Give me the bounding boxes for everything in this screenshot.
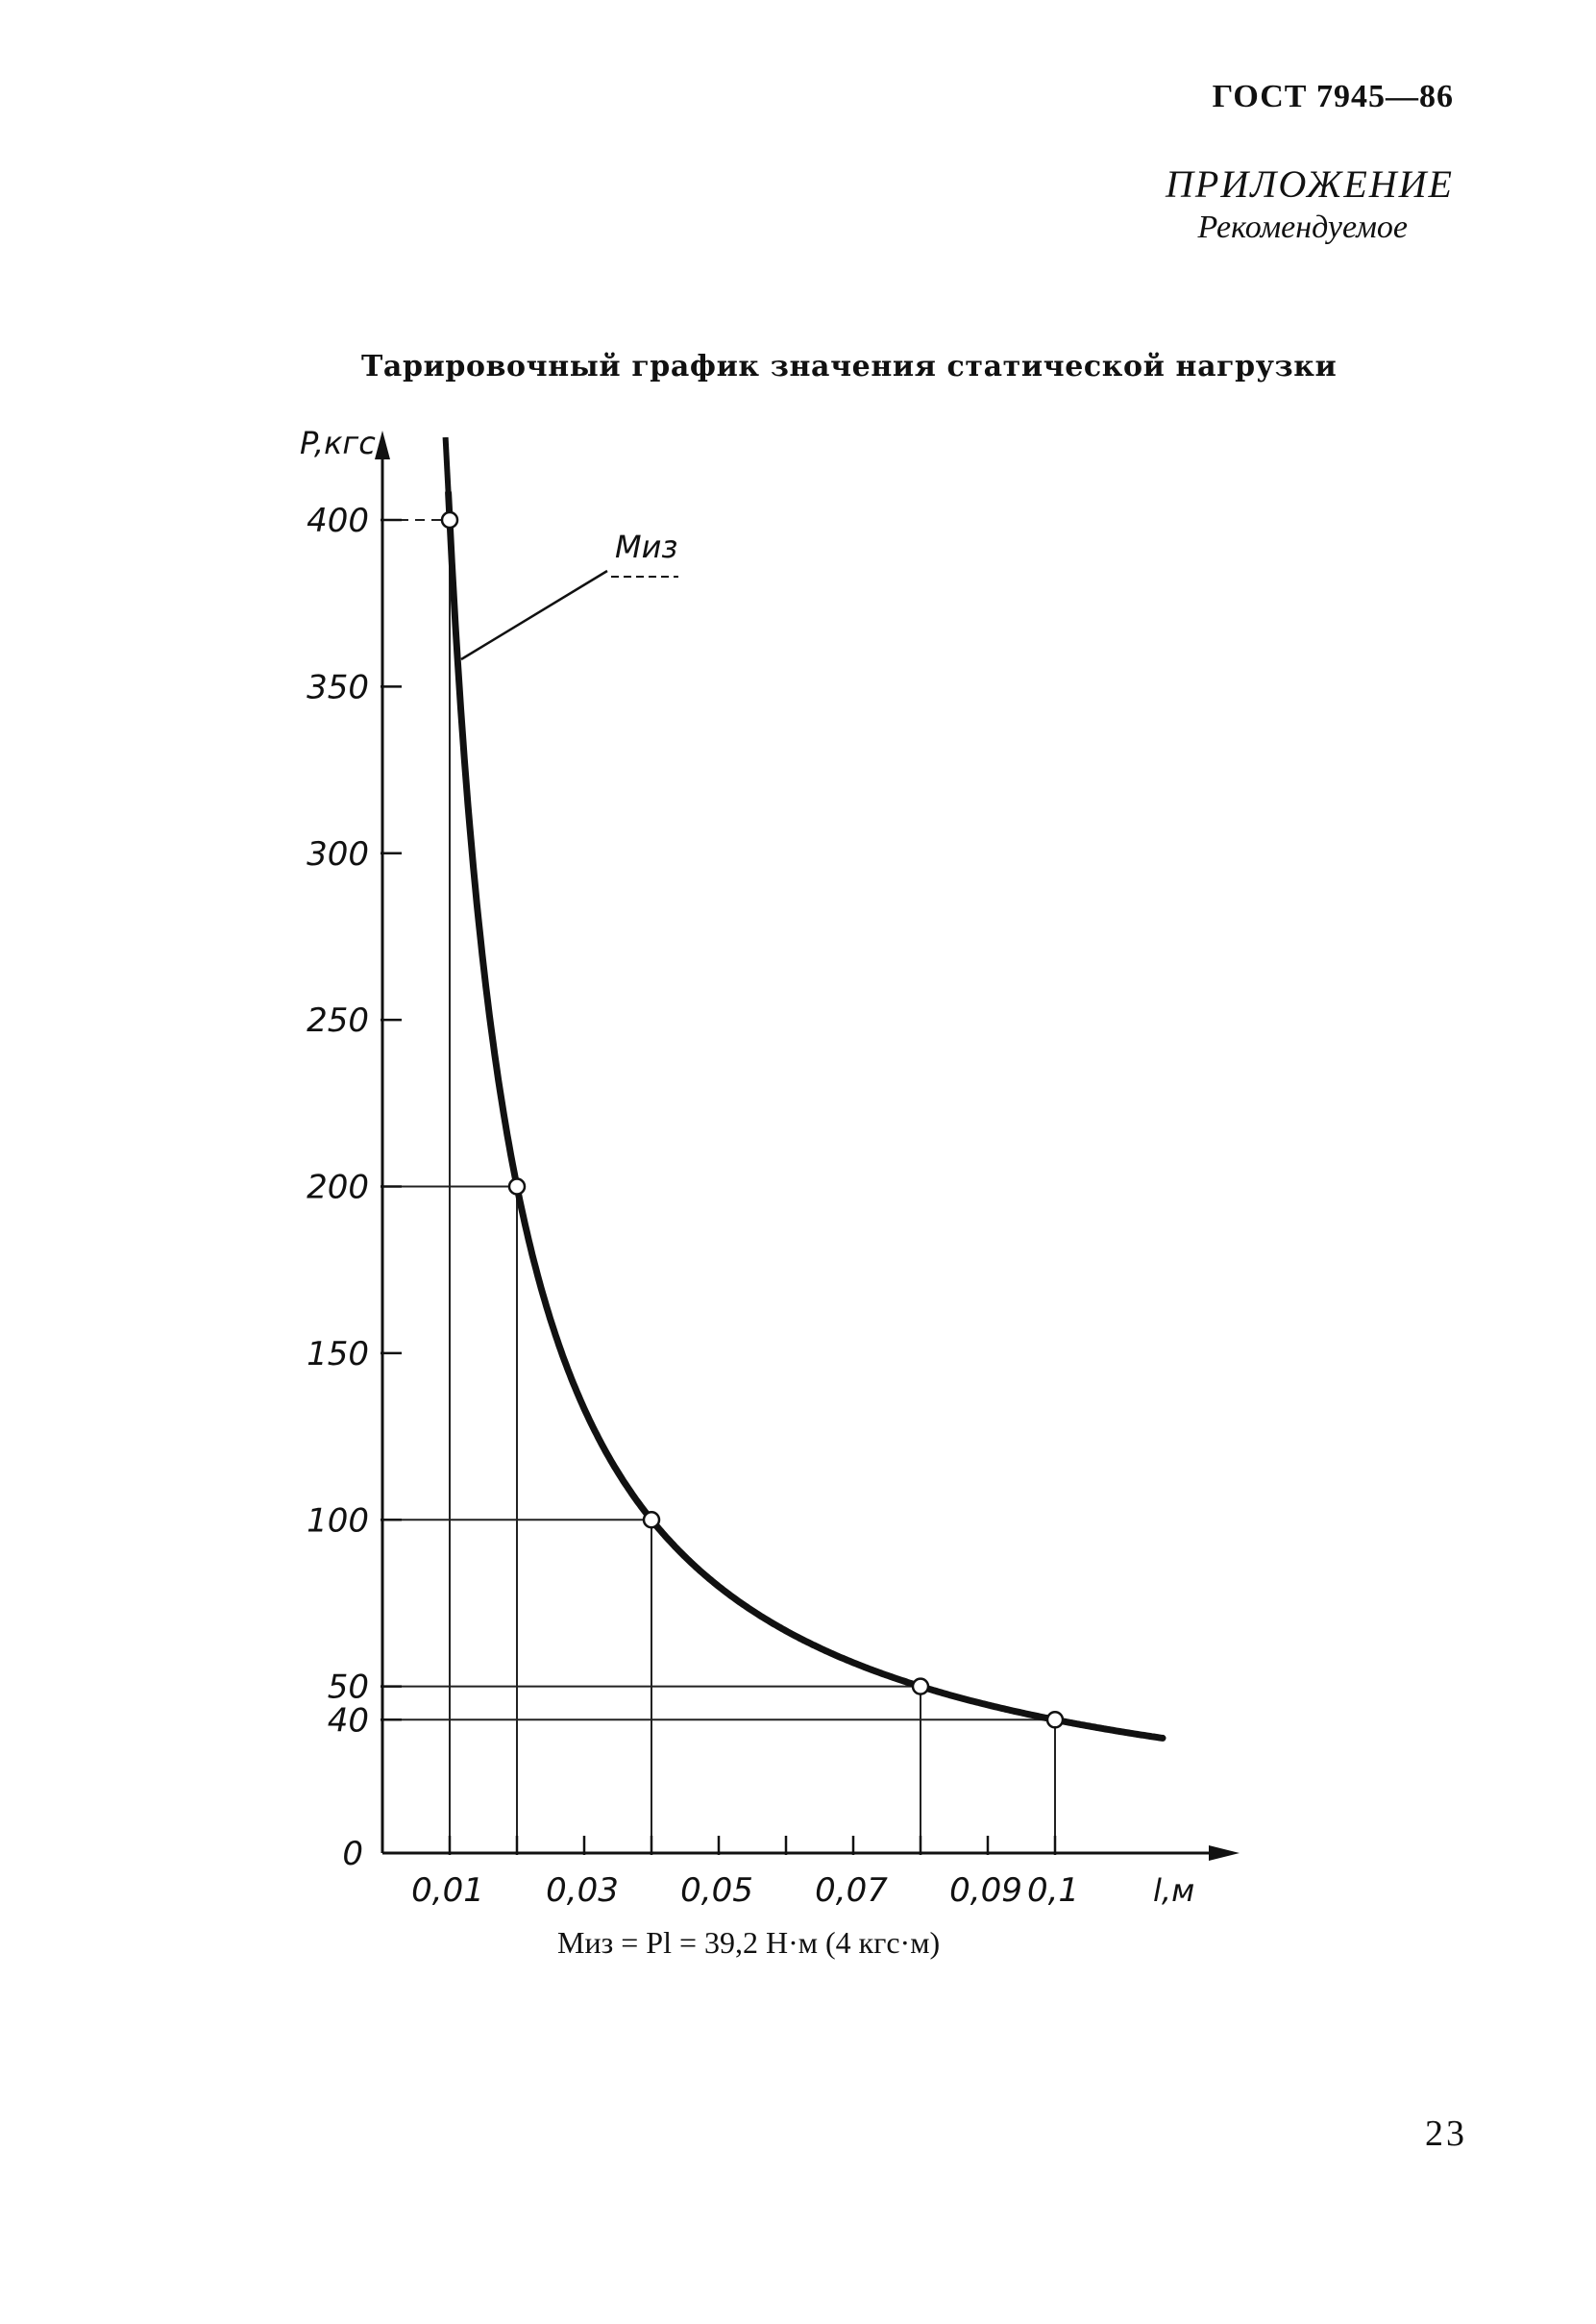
series-curve-miz	[445, 489, 1166, 1742]
x-tick-label-0.05: 0,05	[680, 1871, 753, 1910]
y-tick-label-350: 350	[307, 668, 369, 706]
document-code: ГОСТ 7945—86	[1212, 79, 1454, 114]
callout-leader	[460, 569, 608, 661]
curve-callout: Mиз	[460, 529, 678, 661]
page-number: 23	[1425, 2114, 1467, 2154]
x-tick-label-0.01: 0,01	[411, 1871, 484, 1910]
guide-lines	[382, 519, 1056, 1853]
x-ticks: 0,01 0,03 0,05 0,07 0,09 0,1	[411, 1836, 1079, 1910]
x-tick-label-0.03: 0,03	[546, 1871, 619, 1910]
curve-label: Mиз	[615, 529, 677, 565]
y-tick-label-400: 400	[307, 502, 369, 540]
data-point-2	[642, 1511, 661, 1529]
data-point-3	[911, 1677, 930, 1695]
y-tick-label-250: 250	[307, 1001, 369, 1040]
data-point-0	[440, 510, 459, 530]
chart-caption: Mиз = Pl = 39,2 Н·м (4 кгс·м)	[557, 1925, 940, 1960]
y-axis-label: P,кгс	[300, 425, 376, 461]
y-tick-label-150: 150	[307, 1335, 369, 1373]
y-axis-arrow	[375, 431, 390, 459]
data-point-4	[1045, 1711, 1065, 1729]
chart-title: Тарировочный график значения статической…	[361, 350, 1338, 383]
y-tick-label-300: 300	[307, 835, 369, 874]
appendix-status: Рекомендуемое	[1197, 210, 1408, 245]
y-tick-label-0: 0	[342, 1835, 363, 1873]
marked-points	[440, 510, 1065, 1729]
axes	[375, 431, 1240, 1861]
y-tick-label-50: 50	[328, 1669, 369, 1707]
x-tick-label-0.09: 0,09	[949, 1871, 1022, 1910]
x-axis-arrow	[1209, 1845, 1240, 1861]
data-point-1	[507, 1177, 527, 1196]
x-tick-label-0.1: 0,1	[1027, 1871, 1079, 1910]
x-axis-label: l,м	[1153, 1872, 1194, 1909]
x-tick-label-0.07: 0,07	[815, 1871, 888, 1910]
series-curve-top	[442, 436, 452, 493]
y-tick-label-100: 100	[307, 1501, 369, 1540]
appendix-heading: ПРИЛОЖЕНИЕ	[1166, 162, 1454, 206]
y-tick-label-200: 200	[307, 1169, 369, 1207]
y-tick-label-40: 40	[328, 1701, 369, 1740]
